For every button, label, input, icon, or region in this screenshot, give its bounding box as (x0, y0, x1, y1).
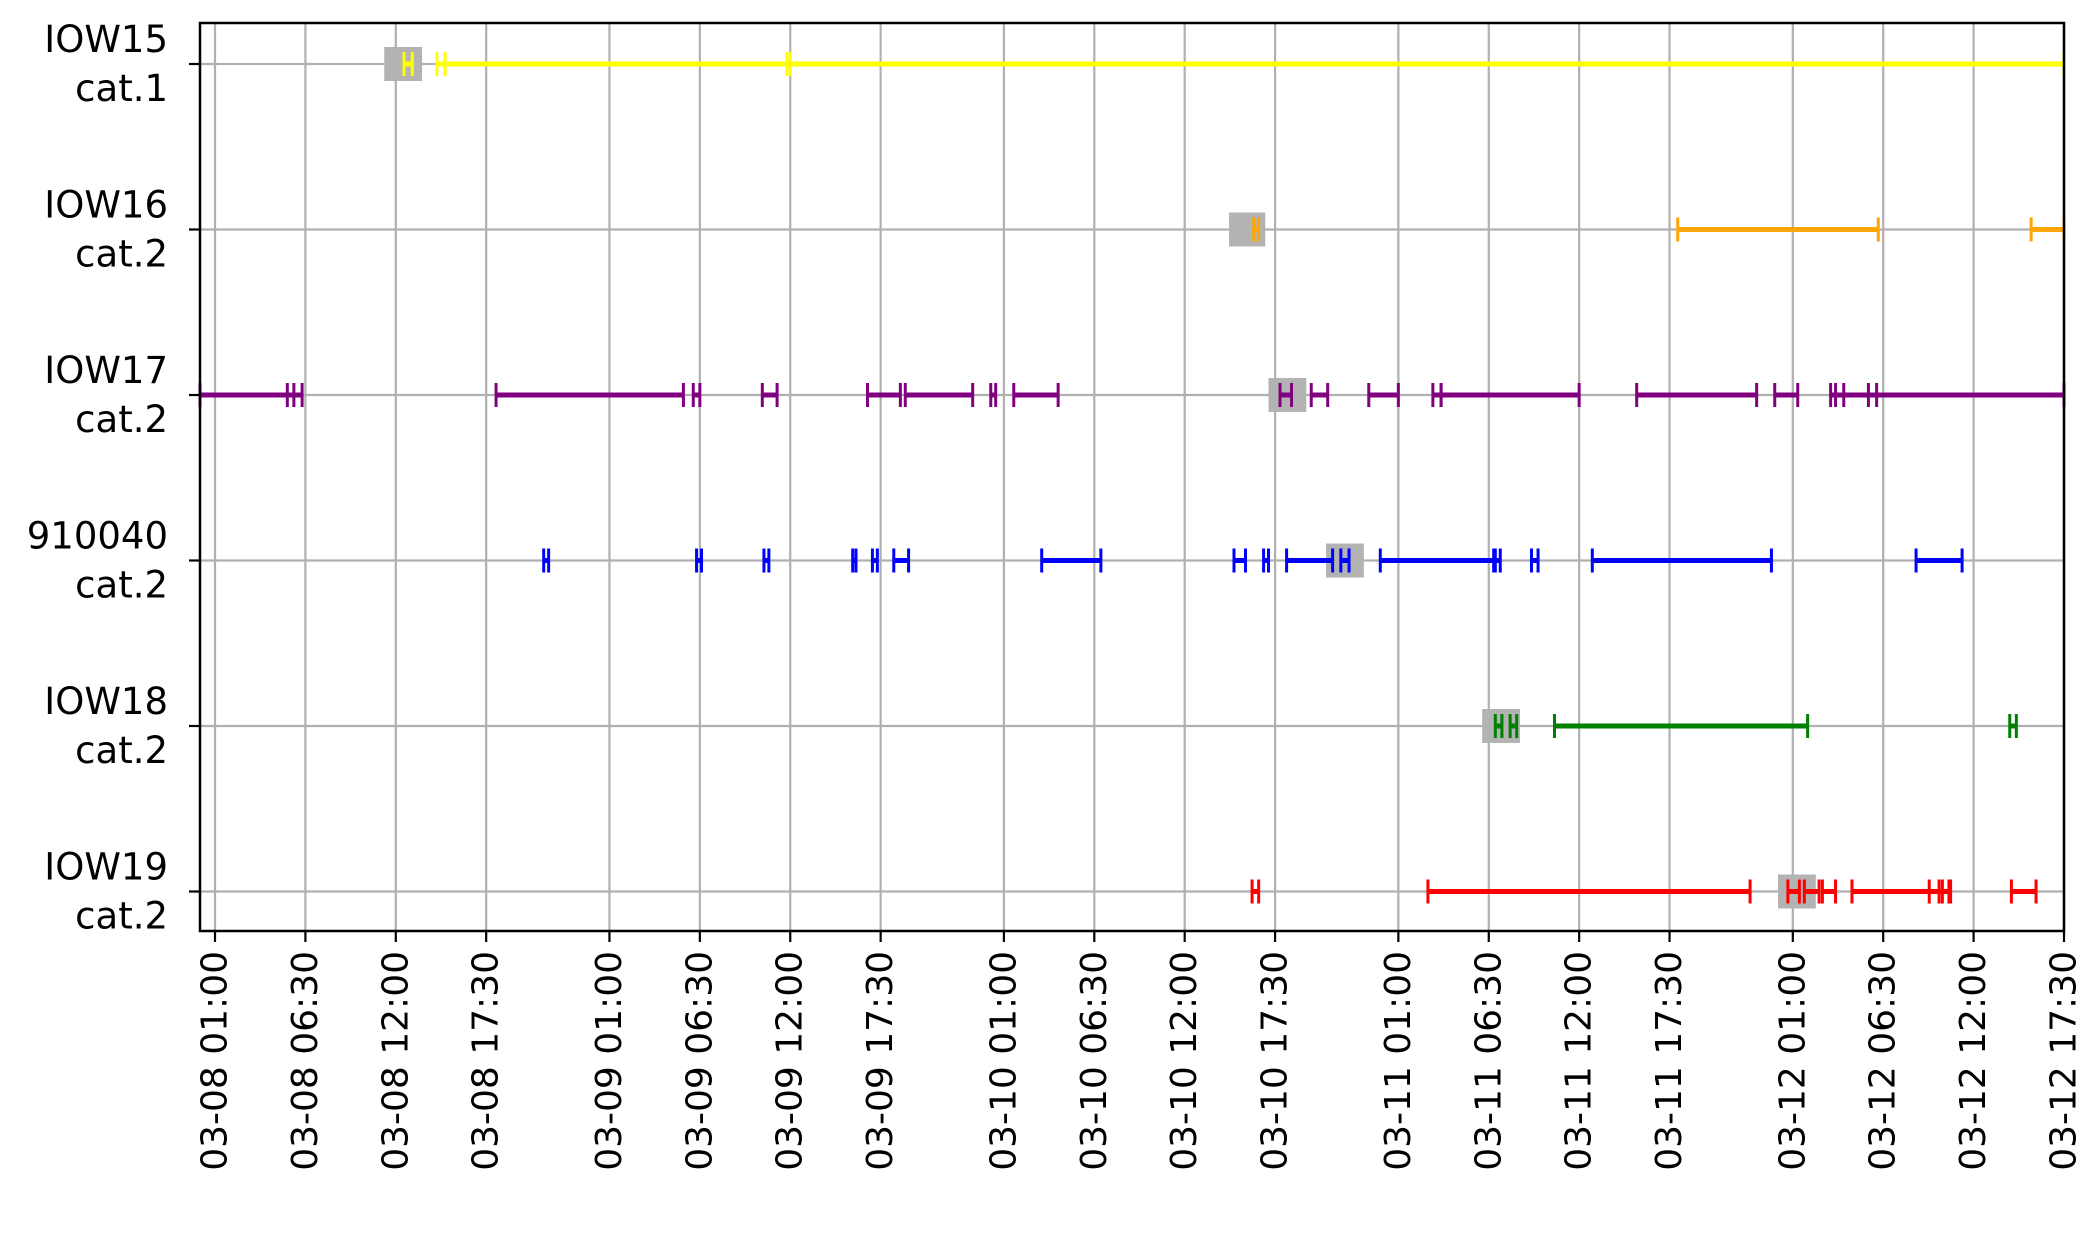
x-tick-label: 03-12 06:30 (1863, 951, 1904, 1171)
interval-segment (1508, 714, 1519, 738)
interval-segment (1590, 548, 1773, 573)
interval-segment (695, 548, 703, 573)
x-tick-label: 03-12 12:00 (1953, 951, 1994, 1171)
interval-segment (903, 383, 975, 407)
interval-segment (1773, 383, 1800, 407)
interval-segment (1252, 217, 1261, 242)
interval-segment (1012, 383, 1060, 407)
x-tick-label: 03-08 17:30 (466, 951, 507, 1171)
x-tick-label: 03-10 06:30 (1074, 951, 1115, 1171)
interval-segment (1802, 879, 1821, 904)
axis-layer: 03-08 01:00 03-08 06:30 03-08 12:00 03-08 1… (27, 18, 2085, 1171)
interval-segment (1439, 383, 1581, 407)
interval-segment (760, 383, 779, 407)
interval-segment (1635, 383, 1759, 407)
interval-segment (1278, 383, 1294, 407)
plot-frame (198, 21, 2066, 933)
row-name-label: IOW17 (44, 349, 168, 392)
interval-segment (1262, 548, 1271, 573)
interval-segment (892, 548, 911, 573)
x-tick-label: 03-10 01:00 (983, 951, 1024, 1171)
interval-segment (989, 383, 998, 407)
interval-segment (1820, 879, 1838, 904)
x-tick-label: 03-10 17:30 (1255, 951, 1296, 1171)
x-tick-label: 03-08 06:30 (285, 951, 326, 1171)
interval-segment (1834, 383, 1846, 407)
x-tick-label: 03-12 01:00 (1772, 951, 1813, 1171)
interval-segment (1040, 548, 1103, 573)
x-tick-label: 03-09 17:30 (860, 951, 901, 1171)
interval-segment (1232, 548, 1248, 573)
x-tick-label: 03-10 12:00 (1164, 951, 1205, 1171)
x-tick-label: 03-08 12:00 (375, 951, 416, 1171)
row-category-label: cat.2 (75, 233, 168, 276)
row-name-label: IOW19 (44, 846, 168, 889)
x-tick-label: 03-09 01:00 (589, 951, 630, 1171)
interval-segment (1552, 714, 1810, 738)
interval-segment (1866, 383, 1879, 407)
interval-segment (494, 383, 685, 407)
interval-segment (1927, 879, 1941, 904)
interval-segment (1786, 879, 1801, 904)
interval-segment (865, 383, 902, 407)
timeline-row (200, 543, 2064, 578)
timeline-row (200, 47, 2066, 81)
interval-segment (402, 52, 414, 76)
interval-segment (1426, 879, 1752, 904)
x-tick-label: 03-11 12:00 (1559, 951, 1600, 1171)
interval-segment (785, 52, 792, 76)
interval-segment (1309, 383, 1330, 407)
row-name-label: IOW16 (44, 184, 168, 227)
timeline-row (198, 378, 2066, 412)
row-category-label: cat.1 (75, 67, 168, 110)
x-tick-label: 03-08 01:00 (195, 951, 236, 1171)
x-tick-label: 03-09 12:00 (770, 951, 811, 1171)
interval-segment (691, 383, 702, 407)
row-category-label: cat.2 (75, 729, 168, 772)
interval-segment (851, 548, 858, 573)
row-name-label: IOW18 (44, 680, 168, 723)
x-tick-label: 03-11 06:30 (1468, 951, 1509, 1171)
interval-segment (1250, 879, 1261, 904)
row-name-label: IOW15 (44, 18, 168, 61)
interval-segment (762, 548, 771, 573)
interval-segment (870, 548, 879, 573)
interval-segment (2008, 714, 2018, 738)
interval-segment (542, 548, 551, 573)
timeline-row (200, 709, 2064, 743)
interval-segment (1285, 548, 1335, 573)
x-tick-label: 03-09 06:30 (679, 951, 720, 1171)
row-name-label: 910040 (27, 515, 168, 558)
interval-segment (1676, 217, 1880, 242)
x-tick-label: 03-11 01:00 (1378, 951, 1419, 1171)
interval-segment (285, 383, 296, 407)
interval-segment (1940, 879, 1953, 904)
interval-segment (1529, 548, 1540, 573)
interval-segment (1367, 383, 1400, 407)
timeline-row (200, 874, 2064, 909)
timeline-row (200, 212, 2066, 247)
interval-segment (2009, 879, 2038, 904)
row-category-label: cat.2 (75, 564, 168, 607)
x-tick-label: 03-12 17:30 (2044, 951, 2085, 1171)
interval-segment (1492, 548, 1502, 573)
x-tick-label: 03-11 17:30 (1649, 951, 1690, 1171)
interval-segment (1914, 548, 1964, 573)
row-category-label: cat.2 (75, 895, 168, 938)
interval-segment (1339, 548, 1351, 573)
row-layer (198, 47, 2066, 909)
interval-segment (1493, 714, 1504, 738)
row-category-label: cat.2 (75, 398, 168, 441)
